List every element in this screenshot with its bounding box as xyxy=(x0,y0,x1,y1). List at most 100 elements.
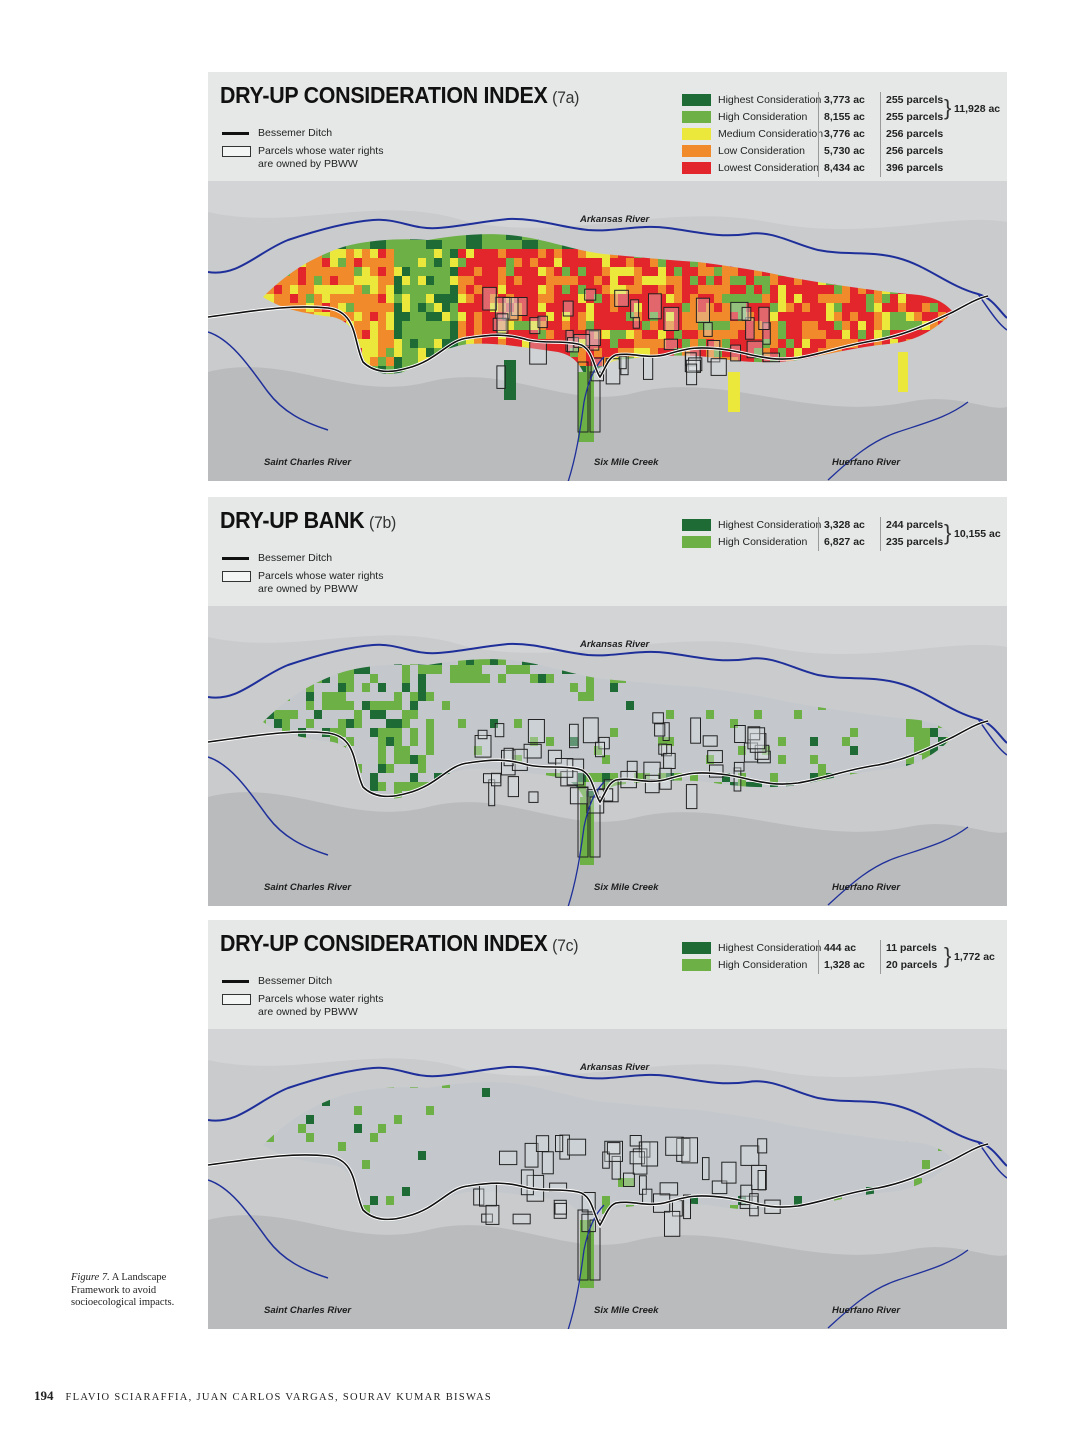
parcel-cell xyxy=(922,357,930,366)
parcel-cell xyxy=(890,321,898,330)
parcel-cell xyxy=(346,339,354,348)
parcel-cell xyxy=(378,375,386,377)
parcel-cell xyxy=(426,285,434,294)
parcel-cell xyxy=(938,1088,946,1097)
parcel-cell xyxy=(594,303,602,312)
parcel-cell xyxy=(914,701,922,710)
parcel-cell xyxy=(546,240,554,249)
parcel-cell xyxy=(522,234,530,240)
parcel-cell xyxy=(362,330,370,339)
parcel-cell xyxy=(466,294,474,303)
parcel-cell xyxy=(882,258,890,267)
parcel-cell xyxy=(882,330,890,339)
parcel-cell xyxy=(306,267,314,276)
parcel-cell xyxy=(290,366,298,375)
parcel-cell xyxy=(866,683,874,692)
parcel-cell xyxy=(274,258,282,267)
map-canvas xyxy=(208,1065,1007,1329)
legend-row: High Consideration 6,827 ac 235 parcels xyxy=(682,534,1002,551)
parcel-cell xyxy=(546,674,554,683)
parcel-cell xyxy=(874,348,882,357)
parcel-cell xyxy=(786,674,794,683)
parcel-cell xyxy=(402,357,410,366)
parcel-cell xyxy=(402,303,410,312)
parcel-cell xyxy=(378,285,386,294)
parcel-cell xyxy=(570,659,578,665)
parcel-cell xyxy=(426,366,434,375)
parcel-cell xyxy=(754,276,762,285)
parcel-cell xyxy=(538,1205,546,1214)
parcel-cell xyxy=(263,240,266,249)
parcel-cell xyxy=(866,659,874,665)
parcel-cell xyxy=(418,240,426,249)
parcel-cell xyxy=(922,647,930,656)
parcel-cell xyxy=(906,755,914,764)
parcel-cell xyxy=(714,312,722,321)
parcel-cell xyxy=(674,375,682,377)
parcel-cell xyxy=(554,791,562,800)
parcel-cell xyxy=(274,285,282,294)
parcel-cell xyxy=(786,348,794,357)
parcel-cell xyxy=(778,375,786,377)
owned-parcel-outline xyxy=(482,286,497,311)
parcel-cell xyxy=(946,258,953,267)
owned-parcel-outline xyxy=(499,1150,518,1166)
parcel-cell xyxy=(458,773,466,782)
parcel-cell xyxy=(506,276,514,285)
parcel-cell xyxy=(562,659,570,665)
parcel-cell xyxy=(474,366,482,375)
parcel-cell xyxy=(346,659,354,665)
parcel-cell xyxy=(642,285,650,294)
parcel-cell xyxy=(882,647,890,656)
ditch-line-symbol xyxy=(222,132,249,135)
parcel-cell xyxy=(770,773,778,782)
parcel-cell xyxy=(290,267,298,276)
parcel-cell xyxy=(298,285,306,294)
parcel-cell xyxy=(882,791,890,800)
parcel-cell xyxy=(482,321,490,330)
parcel-cell xyxy=(330,1223,338,1225)
parcel-cell xyxy=(586,321,594,330)
parcel-cell xyxy=(458,665,466,674)
parcel-cell xyxy=(338,773,346,782)
parcel-cell xyxy=(338,330,346,339)
parcel-cell xyxy=(362,222,370,231)
parcel-cell xyxy=(738,285,746,294)
parcel-cell xyxy=(882,267,890,276)
parcel-cell xyxy=(482,312,490,321)
parcel-cell xyxy=(506,800,514,802)
parcel-cell xyxy=(890,375,898,377)
parcel-cell xyxy=(266,746,274,755)
parcel-cell xyxy=(906,764,914,773)
parcel-cell xyxy=(378,267,386,276)
parcel-cell xyxy=(922,312,930,321)
parcel-cell xyxy=(674,366,682,375)
parcel-cell xyxy=(890,285,898,294)
parcel-cell xyxy=(378,258,386,267)
parcel-cell xyxy=(722,222,730,231)
parcel-cell xyxy=(322,321,330,330)
parcel-cell xyxy=(290,276,298,285)
parcel-cell xyxy=(954,755,962,764)
parcel-cell xyxy=(370,348,378,357)
parcel-cell xyxy=(266,1082,274,1088)
parcel-cell xyxy=(954,249,962,258)
parcel-cell xyxy=(810,312,818,321)
parcel-cell xyxy=(778,321,786,330)
parcel-cell xyxy=(842,258,850,267)
parcel-cell xyxy=(626,258,634,267)
parcel-cell xyxy=(266,800,274,802)
parcel-cell xyxy=(554,357,562,366)
parcel-cell xyxy=(522,240,530,249)
parcel-cell xyxy=(442,285,450,294)
parcel-cell xyxy=(426,665,434,674)
parcel-cell xyxy=(530,240,538,249)
parcel-cell xyxy=(514,267,522,276)
parcel-cell xyxy=(426,1106,434,1115)
parcel-cell xyxy=(386,267,394,276)
parcel-cell xyxy=(330,701,338,710)
parcel-cell xyxy=(290,1223,298,1225)
parcel-cell xyxy=(922,366,930,375)
owned-parcel-outline xyxy=(740,1184,753,1206)
parcel-cell xyxy=(858,366,866,375)
